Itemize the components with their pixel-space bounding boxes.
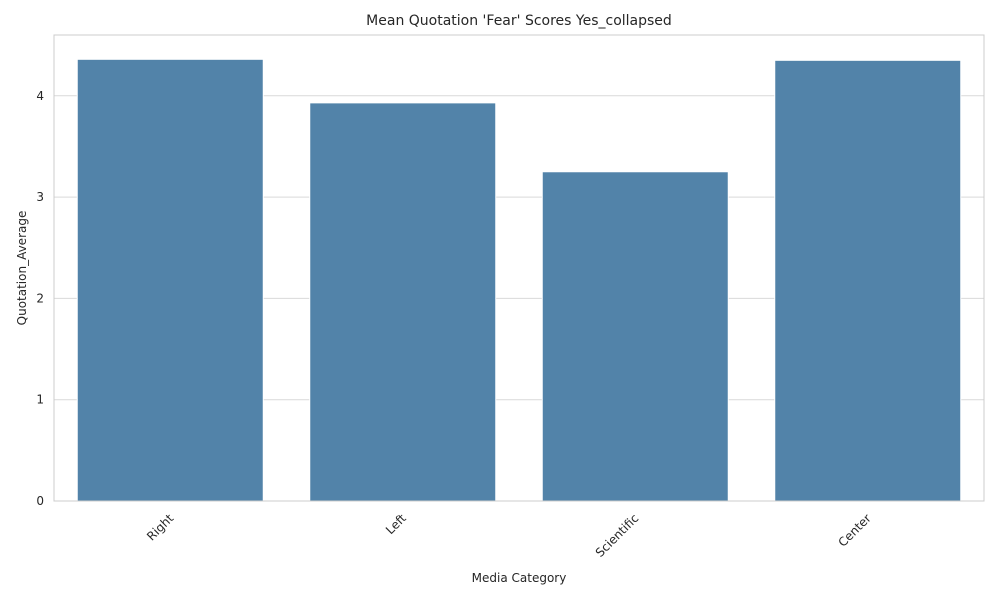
y-axis-label: Quotation_Average: [15, 211, 29, 326]
y-tick-label: 4: [36, 89, 44, 103]
y-tick-label: 0: [36, 494, 44, 508]
y-axis-ticks: 0 1 2 3 4: [36, 89, 44, 508]
y-tick-label: 2: [36, 291, 44, 305]
x-tick-label: Right: [144, 511, 176, 543]
bar-center: [774, 59, 962, 502]
y-tick-label: 3: [36, 190, 44, 204]
x-axis-ticks: Right Left Scientific Center: [144, 511, 874, 560]
bar-right: [76, 58, 264, 502]
x-tick-label: Center: [835, 511, 874, 550]
x-axis-label: Media Category: [472, 571, 567, 585]
chart-title: Mean Quotation 'Fear' Scores Yes_collaps…: [366, 13, 672, 29]
plot-frame: [53, 34, 985, 502]
bar-left: [309, 102, 497, 502]
y-tick-label: 1: [36, 393, 44, 407]
x-tick-label: Left: [383, 511, 409, 537]
bars: [76, 58, 962, 502]
x-tick-label: Scientific: [593, 511, 642, 560]
bar-scientific: [541, 171, 729, 502]
